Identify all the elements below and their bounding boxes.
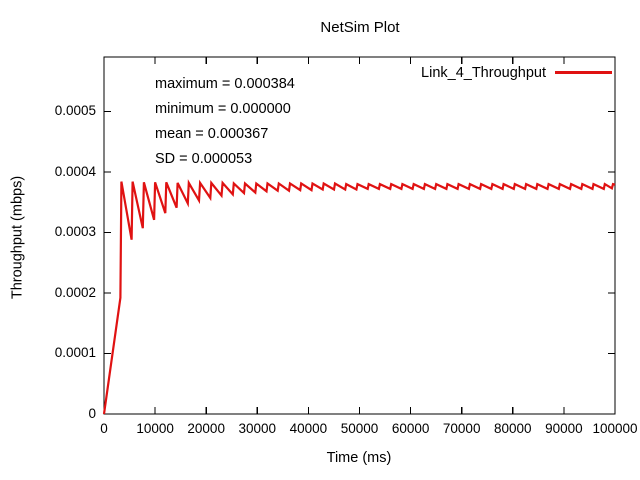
x-tick-label: 50000 [340, 421, 379, 436]
y-tick-label: 0.0004 [54, 163, 96, 179]
stat-maximum: maximum = 0.000384 [155, 76, 295, 92]
x-tick-label: 100000 [592, 421, 638, 436]
stats-block: maximum = 0.000384 minimum = 0.000000 me… [155, 72, 295, 172]
x-axis-title: Time (ms) [326, 450, 392, 466]
x-tick-label: 30000 [238, 421, 277, 436]
stat-sd: SD = 0.000053 [155, 151, 253, 167]
x-tick-label: 20000 [187, 421, 225, 436]
chart-title: NetSim Plot [320, 19, 400, 36]
legend: Link_4_Throughput [421, 64, 612, 81]
y-tick-label: 0.0001 [54, 345, 96, 361]
x-tick-label: 10000 [136, 421, 174, 436]
y-axis-title: Throughput (mbps) [9, 175, 26, 300]
y-tick-label: 0.0003 [54, 224, 96, 240]
stat-mean: mean = 0.000367 [155, 126, 269, 142]
throughput-series-line [102, 179, 616, 415]
legend-line-sample [555, 71, 612, 74]
x-tick-label: 90000 [545, 421, 583, 436]
stat-minimum: minimum = 0.000000 [155, 101, 291, 117]
y-tick-label: 0.0002 [54, 284, 96, 300]
y-tick-label: 0 [88, 406, 96, 421]
x-tick-label: 80000 [494, 421, 532, 436]
plot-border [103, 56, 616, 415]
x-tick-label: 40000 [289, 421, 328, 436]
x-tick-label: 0 [100, 421, 108, 436]
legend-label: Link_4_Throughput [421, 64, 546, 81]
x-tick-label: 60000 [391, 421, 430, 436]
x-tick-label: 70000 [442, 421, 481, 436]
y-tick-label: 0.0005 [54, 103, 96, 119]
